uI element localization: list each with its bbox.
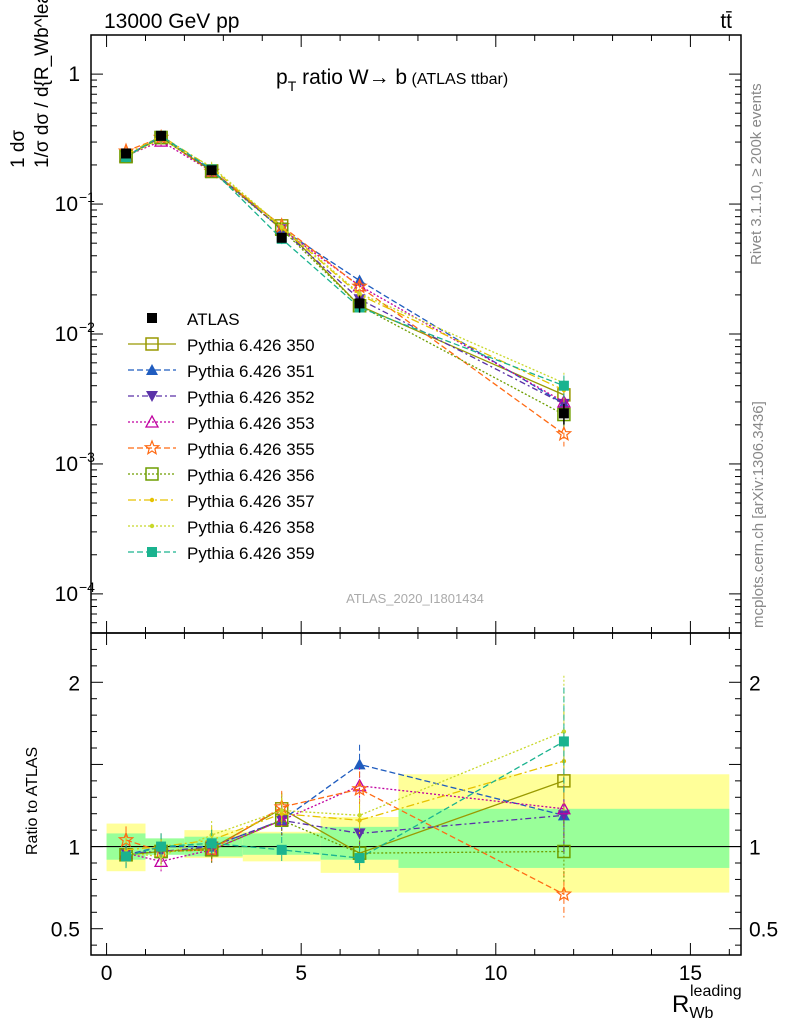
x-tick-label: 5 <box>295 962 307 985</box>
ratio-point <box>206 838 217 849</box>
y-tick-exponent: −3 <box>79 449 95 465</box>
data-point <box>558 408 569 419</box>
ratio-frame <box>90 632 742 956</box>
series-line-8 <box>125 138 565 384</box>
data-point <box>121 148 132 159</box>
y-axis-label-den: 1/σ dσ / d{R_Wb^leading} <box>32 0 53 168</box>
ratio-point <box>558 736 569 747</box>
ratio-point <box>153 853 169 868</box>
legend-marker <box>149 497 155 503</box>
legend-marker <box>149 523 155 529</box>
y-axis-label: 1 dσ 1/σ dσ / d{R_Wb^leading} <box>8 0 53 168</box>
ratio-point <box>357 813 362 818</box>
ratio-point <box>556 801 571 815</box>
ratio-y-tick-label: 2 <box>68 672 80 695</box>
uncertainty-band-inner <box>242 833 321 855</box>
y-tick-exponent: −4 <box>79 579 95 595</box>
legend-label: Pythia 6.426 359 <box>187 544 315 563</box>
x-tick-label: 10 <box>484 962 507 985</box>
main-plot: 110−110−210−310 −4pT ratio W→ b (ATLAS tt… <box>8 0 742 634</box>
ratio-point <box>121 851 132 862</box>
title-main: ratio W→ b <box>296 66 407 89</box>
legend-label: ATLAS <box>187 310 240 329</box>
title-small: (ATLAS ttbar) <box>407 71 508 88</box>
energy-label: 13000 GeV pp <box>104 10 239 33</box>
y-tick-label: 10 <box>55 453 78 476</box>
legend-label: Pythia 6.426 351 <box>187 362 315 381</box>
y-tick-label: 10 <box>55 583 78 606</box>
data-point <box>156 130 167 141</box>
series-point <box>357 291 362 296</box>
legend-marker <box>147 313 157 323</box>
legend-label: Pythia 6.426 357 <box>187 492 315 511</box>
legend-label: Pythia 6.426 355 <box>187 440 315 459</box>
legend-marker <box>146 391 158 402</box>
ratio-y-tick-label: 0.5 <box>51 919 80 942</box>
x-label-sup: leading <box>690 983 742 1000</box>
ratio-point <box>353 758 366 770</box>
ratio-point <box>279 808 284 813</box>
ratio-point <box>354 853 365 864</box>
ratio-point <box>279 811 284 816</box>
title-p: p <box>276 66 288 89</box>
series-line-7 <box>125 135 565 391</box>
y-tick-exponent: −2 <box>79 319 95 335</box>
ratio-line-7 <box>125 760 565 851</box>
legend-marker <box>145 337 159 351</box>
ratio-point <box>555 885 573 902</box>
y-tick-label: 10 <box>55 193 78 216</box>
ratio-y-tick-label: 1 <box>68 837 80 860</box>
analysis-id-label: ATLAS_2020_I1801434 <box>346 591 484 606</box>
ratio-y-axis-label: Ratio to ATLAS <box>24 747 41 855</box>
y-tick-label: 1 <box>68 63 80 86</box>
x-tick-label: 15 <box>679 962 702 985</box>
ratio-point <box>351 780 368 797</box>
ratio-y-tick-label-right: 1 <box>749 837 761 860</box>
x-label-sub: Wb <box>689 1005 713 1022</box>
ratio-point <box>276 844 287 855</box>
legend-label: Pythia 6.426 350 <box>187 336 315 355</box>
ratio-point <box>561 729 567 734</box>
rivet-version-label: Rivet 3.1.10, ≥ 200k events <box>748 83 765 265</box>
legend-label: Pythia 6.426 356 <box>187 466 315 485</box>
data-point <box>354 298 365 309</box>
y-tick-label: 10 <box>55 323 78 346</box>
legend-label: Pythia 6.426 358 <box>187 518 315 537</box>
process-label: tt̄ <box>720 10 732 33</box>
source-label: mcplots.cern.ch [arXiv:1306.3436] <box>750 401 767 628</box>
y-axis-label-num: 1 dσ <box>8 130 29 168</box>
title-sub: T <box>288 78 297 94</box>
x-label-main: R <box>672 991 689 1018</box>
ratio-point <box>557 844 571 859</box>
x-axis-label: RWb <box>672 991 713 1022</box>
legend-marker <box>146 364 158 375</box>
ratio-line-4 <box>125 785 564 863</box>
ratio-y-tick-label-right: 2 <box>749 672 761 695</box>
legend-marker <box>147 547 157 557</box>
ratio-line-8 <box>125 730 565 858</box>
legend-marker <box>143 439 161 456</box>
y-tick-exponent: −1 <box>79 189 95 205</box>
data-point <box>206 165 217 176</box>
series-point <box>279 224 284 229</box>
chart-title: pT ratio W→ b (ATLAS ttbar) <box>276 66 508 94</box>
ratio-point <box>557 810 570 822</box>
series-point <box>558 380 569 391</box>
data-point <box>276 232 287 243</box>
ratio-y-tick-label-right: 0.5 <box>749 919 778 942</box>
ratio-line-9 <box>125 740 565 859</box>
ratio-point <box>156 841 167 852</box>
x-tick-label: 0 <box>101 962 113 985</box>
legend-label: Pythia 6.426 352 <box>187 388 315 407</box>
series-line-1 <box>125 136 565 396</box>
series-point <box>555 425 573 442</box>
legend-marker <box>144 414 160 428</box>
overlay: 13000 GeV pp tt̄ Rivet 3.1.10, ≥ 200k ev… <box>104 10 767 628</box>
legend-label: Pythia 6.426 353 <box>187 414 315 433</box>
legend-marker <box>145 467 159 481</box>
